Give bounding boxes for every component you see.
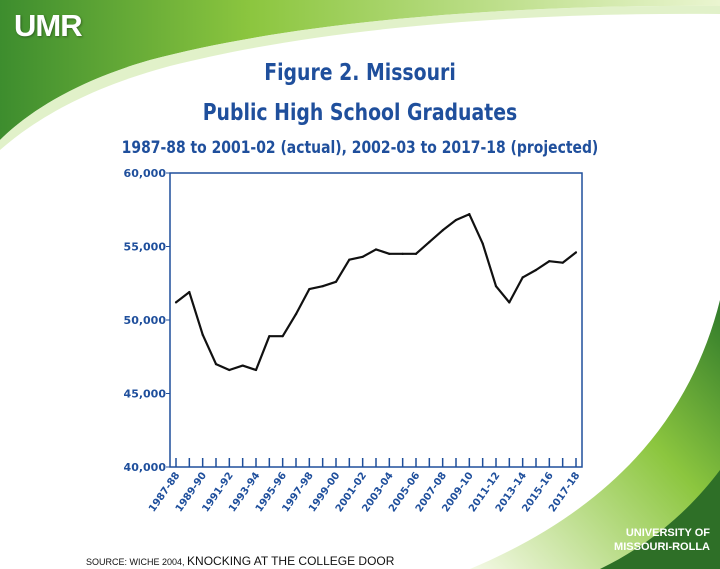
data-point	[321, 285, 324, 288]
y-tick-label: 40,000	[124, 461, 167, 474]
top-swoosh	[0, 0, 720, 140]
umr-logo: UMR	[14, 8, 83, 43]
data-point	[334, 280, 338, 283]
data-point	[494, 285, 498, 288]
data-point	[521, 276, 524, 279]
data-point	[454, 218, 458, 222]
y-tick-label: 50,000	[124, 314, 167, 327]
data-point	[174, 301, 178, 304]
data-point	[414, 252, 418, 255]
y-tick-label: 55,000	[124, 241, 167, 254]
data-point	[468, 213, 471, 216]
data-point	[254, 368, 258, 372]
source-title: KNOCKING AT THE COLLEGE DOOR	[187, 554, 395, 568]
source-prefix: SOURCE: WICHE 2004,	[86, 557, 185, 567]
data-point	[241, 364, 244, 367]
y-tick-label: 45,000	[124, 388, 167, 401]
figure-date-range: 1987-88 to 2001-02 (actual), 2002-03 to …	[121, 138, 599, 158]
data-point	[374, 248, 378, 251]
plot-frame	[169, 172, 583, 468]
source-note: SOURCE: WICHE 2004, KNOCKING AT THE COLL…	[86, 554, 394, 568]
data-point	[401, 252, 404, 255]
y-tick-label: 60,000	[124, 167, 167, 180]
data-point	[214, 363, 218, 366]
university-line-2: MISSOURI-ROLLA	[614, 541, 710, 553]
data-point	[428, 240, 431, 244]
data-point	[188, 290, 191, 294]
data-point	[548, 260, 551, 263]
bottom-swoosh	[470, 300, 720, 569]
data-point	[508, 301, 511, 304]
data-point	[281, 335, 284, 338]
university-line-1: UNIVERSITY OF	[625, 527, 710, 539]
data-point	[201, 333, 204, 336]
data-point	[534, 268, 538, 272]
data-point	[561, 261, 564, 264]
data-point	[294, 313, 298, 316]
university-wordmark: UNIVERSITY OF MISSOURI-ROLLA	[614, 526, 710, 554]
data-point	[481, 242, 484, 245]
data-point	[308, 288, 311, 291]
data-point	[574, 251, 578, 254]
data-point	[441, 229, 444, 232]
data-point	[268, 335, 271, 338]
data-point	[361, 255, 364, 258]
data-point	[348, 258, 351, 261]
figure-title: Figure 2. Missouri	[264, 60, 456, 86]
bottom-swoosh-dark	[600, 470, 720, 569]
data-point	[388, 252, 391, 255]
data-point	[228, 368, 231, 372]
graduates-line	[175, 213, 577, 372]
figure-subtitle: Public High School Graduates	[202, 100, 518, 126]
